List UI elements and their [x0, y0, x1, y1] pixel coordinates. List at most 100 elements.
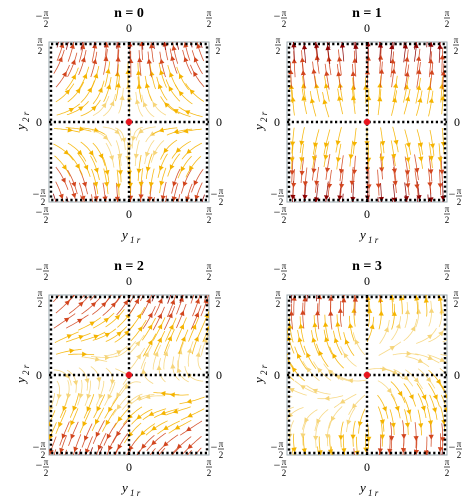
streamline [440, 353, 447, 357]
streamline [166, 128, 193, 136]
flow-arrow [114, 129, 120, 135]
streamline [92, 80, 105, 105]
streamline [404, 143, 411, 170]
flow-arrow [107, 393, 113, 400]
fraction-denominator: 2 [41, 450, 46, 460]
streamline [440, 406, 446, 433]
flow-arrow [58, 193, 64, 200]
streamline [415, 295, 418, 301]
flow-arrow [78, 301, 84, 307]
streamline [301, 50, 305, 77]
flow-arrow [187, 443, 193, 449]
flow-arrow [405, 95, 411, 102]
tick-x-top-left: − π2 [36, 8, 49, 29]
flow-arrow [366, 184, 372, 190]
flow-arrow [127, 144, 133, 150]
streamline [188, 317, 199, 342]
flow-arrow [146, 58, 152, 64]
streamline [287, 356, 294, 368]
tick-y-left-bottom: − π2 [33, 439, 46, 460]
streamline [80, 99, 101, 117]
streamline [391, 316, 401, 341]
flow-arrow [376, 284, 381, 289]
flow-arrow [331, 415, 336, 422]
tick-label-bottom-zero: 0 [126, 207, 132, 221]
tick-x-bottom-right: π2 [444, 457, 450, 478]
flow-arrow [169, 392, 175, 398]
streamline [405, 169, 410, 196]
streamline [339, 155, 344, 182]
streamline [91, 42, 96, 63]
flow-arrow [70, 59, 76, 65]
x-axis-label-sub: 1 r [130, 488, 141, 498]
flow-arrow [339, 30, 344, 35]
flow-arrow [297, 336, 303, 343]
fraction-denominator: 2 [38, 299, 43, 309]
flow-arrow [82, 181, 87, 188]
streamline [326, 42, 331, 64]
streamline [439, 169, 442, 196]
streamline [415, 435, 418, 455]
flow-arrow [339, 208, 344, 213]
streamline [117, 42, 119, 62]
streamline [441, 447, 443, 455]
tick-y-left-bottom: − π2 [271, 186, 284, 207]
streamline [330, 295, 332, 304]
streamline [317, 395, 344, 400]
flow-arrow [312, 211, 317, 216]
streamline [103, 49, 108, 75]
streamline [315, 183, 319, 202]
streamline [336, 143, 342, 170]
flow-arrow [314, 54, 320, 61]
flow-arrow [148, 181, 154, 188]
flow-arrow [78, 106, 84, 112]
flow-arrow [428, 169, 434, 175]
flow-arrow [69, 43, 75, 49]
fraction-denominator: 2 [457, 450, 462, 460]
flow-arrow [335, 140, 341, 146]
flow-arrow [394, 405, 400, 412]
streamline [112, 382, 128, 405]
streamline [171, 140, 191, 159]
streamline [354, 295, 357, 316]
streamline [147, 51, 152, 78]
flow-arrow [426, 376, 432, 383]
streamline [379, 295, 382, 317]
fraction-denominator: 2 [282, 215, 287, 225]
streamline [190, 295, 195, 304]
streamline [191, 169, 204, 193]
streamline [131, 408, 153, 425]
streamline [55, 83, 75, 103]
streamline [194, 182, 203, 202]
flow-arrow [67, 127, 73, 133]
flow-arrow [414, 167, 420, 174]
streamline [287, 406, 294, 411]
streamline [163, 344, 171, 370]
flow-arrow [115, 30, 120, 35]
flow-arrow [292, 211, 297, 216]
streamline [379, 319, 390, 344]
flow-arrow [439, 308, 445, 314]
flow-arrow [123, 299, 129, 306]
streamline [77, 379, 83, 406]
x-axis-label-main: y [358, 227, 366, 242]
flow-arrow [86, 393, 92, 400]
streamline [184, 42, 191, 61]
flow-arrow [194, 312, 200, 318]
flow-arrow [350, 70, 356, 77]
tick-label-top-zero: 0 [126, 21, 132, 35]
streamline [90, 366, 100, 390]
flow-arrow [416, 84, 422, 91]
minus-sign: − [271, 440, 278, 454]
flow-arrow [157, 337, 162, 343]
flow-arrow [137, 326, 143, 332]
streamline [84, 380, 91, 406]
flow-arrow [406, 409, 412, 415]
flow-arrow [143, 351, 149, 358]
streamline [402, 420, 405, 447]
flow-arrow [357, 421, 363, 427]
y-axis-label-main: y [13, 124, 28, 132]
fraction-denominator: 2 [207, 468, 212, 478]
streamline [342, 193, 344, 202]
fraction-numerator: π [41, 186, 46, 196]
